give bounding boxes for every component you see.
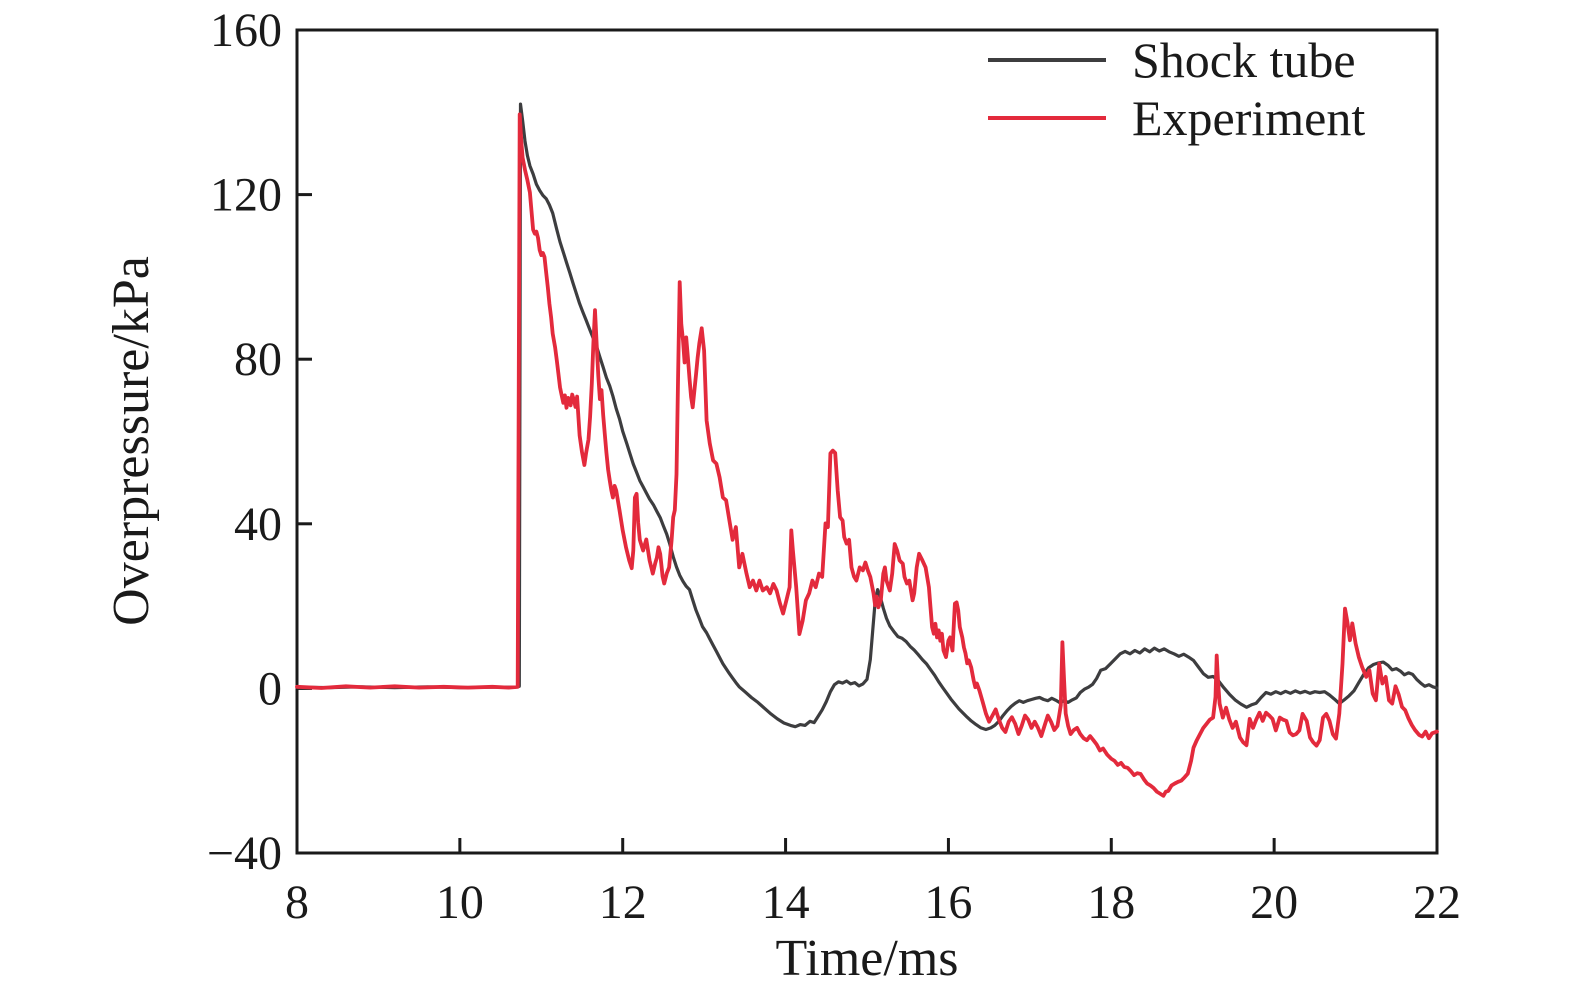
y-axis-ticks	[297, 28, 312, 855]
x-tick-label: 14	[762, 876, 810, 929]
x-tick-label: 18	[1087, 876, 1135, 929]
y-tick-label: 80	[234, 333, 282, 386]
x-tick-label: 8	[285, 876, 309, 929]
x-tick-label: 12	[599, 876, 647, 929]
plot-area-border	[295, 28, 1439, 855]
series-line-experiment	[295, 112, 1439, 798]
legend: Shock tube Experiment	[988, 32, 1365, 146]
x-tick-label: 22	[1413, 876, 1461, 929]
x-axis-tick-labels: 8 10 12 14 16 18 20 22	[285, 876, 1461, 929]
series-line-shock-tube	[295, 102, 1439, 732]
y-tick-label: 160	[210, 4, 282, 57]
x-tick-label: 20	[1250, 876, 1298, 929]
x-tick-label: 10	[436, 876, 484, 929]
y-axis-tick-labels: −40 0 40 80 120 160	[207, 4, 282, 880]
y-tick-label: 40	[234, 498, 282, 551]
y-tick-label: 120	[210, 169, 282, 222]
x-tick-label: 16	[924, 876, 972, 929]
y-tick-label: −40	[207, 827, 282, 880]
series-lines	[295, 102, 1439, 798]
legend-label-shock-tube: Shock tube	[1132, 32, 1356, 88]
y-axis-title: Overpressure/kPa	[103, 256, 160, 626]
x-axis-title: Time/ms	[775, 930, 958, 987]
legend-label-experiment: Experiment	[1132, 90, 1365, 146]
y-tick-label: 0	[258, 662, 282, 715]
x-axis-ticks	[295, 838, 1439, 853]
